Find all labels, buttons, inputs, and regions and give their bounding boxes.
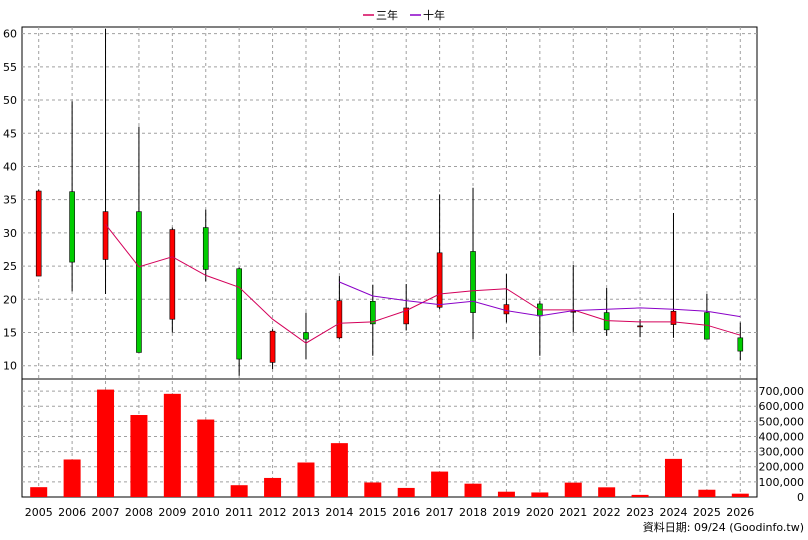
x-tick-label: 2010 [192,506,220,519]
volume-bar [431,471,449,497]
volume-bar [230,485,248,497]
volume-bar [664,458,682,497]
volume-bar [698,489,716,497]
volume-tick-label: 500,000 [759,415,805,428]
x-tick-label: 2019 [492,506,520,519]
volume-bar [130,415,148,497]
price-tick-label: 50 [3,94,17,107]
volume-bar [30,487,48,497]
x-tick-label: 2005 [25,506,53,519]
x-tick-label: 2023 [626,506,654,519]
volume-bar [330,443,348,497]
x-axis: 2005 2006 2007 2008 2009 2010 2011 2012 2013 2014… [25,506,755,519]
price-panel-frame [21,26,758,380]
x-tick-label: 2009 [158,506,186,519]
volume-bars [30,389,749,497]
candle-body [570,310,577,313]
candle-body [403,307,410,325]
x-tick-label: 2015 [359,506,387,519]
candle-body [236,268,242,360]
x-tick-label: 2022 [593,506,621,519]
x-tick-label: 2011 [225,506,253,519]
price-tick-label: 30 [3,227,17,240]
price-tick-label: 10 [3,360,17,373]
legend: 三年 十年 [363,8,445,22]
ma-line-3y [105,223,741,344]
x-tick-label: 2018 [459,506,487,519]
x-tick-label: 2016 [392,506,420,519]
x-tick-label: 2025 [693,506,721,519]
x-tick-label: 2007 [92,506,120,519]
volume-bar [397,487,415,497]
volume-bar [598,487,616,497]
volume-panel-frame [21,378,758,498]
x-tick-label: 2014 [325,506,353,519]
candle-body [603,312,610,331]
volume-bar [564,482,582,497]
volume-tick-label: 400,000 [759,430,805,443]
volume-bar [531,492,549,497]
volume-bar [731,493,749,497]
price-tick-label: 60 [3,28,17,41]
candle-wicks [38,28,741,376]
volume-axis: 0 100,000 200,000 300,000 400,000 500,000 600,… [759,385,805,504]
candle-body [503,304,510,315]
candle-body [436,252,443,308]
moving-averages [105,223,741,344]
legend-ma10-label: 十年 [423,8,445,22]
volume-bar [197,419,215,497]
candle-body [269,330,276,363]
price-tick-label: 20 [3,293,17,306]
price-tick-label: 45 [3,127,17,140]
legend-ma3-label: 三年 [376,8,398,22]
volume-tick-label: 600,000 [759,400,805,413]
price-tick-label: 15 [3,327,17,340]
candle-bodies [35,190,744,363]
candle-body [637,325,643,328]
price-tick-label: 40 [3,160,17,173]
volume-bar [464,483,482,497]
x-tick-label: 2006 [58,506,86,519]
candle-body [303,332,309,340]
volume-bar [364,482,382,497]
candle-body [35,190,42,277]
candle-body [336,300,343,339]
volume-tick-label: 700,000 [759,385,805,398]
volume-bar [63,459,81,497]
volume-bar [297,462,315,497]
volume-bar [497,491,515,497]
x-tick-label: 2021 [559,506,587,519]
price-tick-label: 35 [3,194,17,207]
candle-body [202,227,209,270]
volume-bar [97,389,115,497]
volume-tick-label: 300,000 [759,446,805,459]
candle-body [136,211,142,353]
candle-body [670,310,677,325]
price-tick-label: 25 [3,260,17,273]
x-tick-label: 2024 [659,506,687,519]
x-tick-label: 2026 [726,506,754,519]
volume-tick-label: 200,000 [759,461,805,474]
candle-body [369,300,376,325]
x-tick-label: 2013 [292,506,320,519]
x-tick-label: 2017 [426,506,454,519]
volume-tick-label: 100,000 [759,476,805,489]
volume-bar [163,393,181,497]
x-tick-label: 2020 [526,506,554,519]
ma-line-10y [339,281,741,318]
candle-body [470,251,476,313]
candle-body [69,191,75,263]
volume-bar [264,477,282,497]
x-tick-label: 2012 [259,506,287,519]
volume-tick-label: 0 [797,491,804,504]
price-axis: 10 15 20 25 30 35 40 45 50 55 60 [3,28,17,373]
x-tick-label: 2008 [125,506,153,519]
volume-bar [631,494,649,497]
candle-body [169,229,176,320]
footer-source: 資料日期: 09/24 (Goodinfo.tw) [643,520,804,534]
candle-body [102,211,109,260]
price-tick-label: 55 [3,61,17,74]
candle-body [737,337,744,352]
